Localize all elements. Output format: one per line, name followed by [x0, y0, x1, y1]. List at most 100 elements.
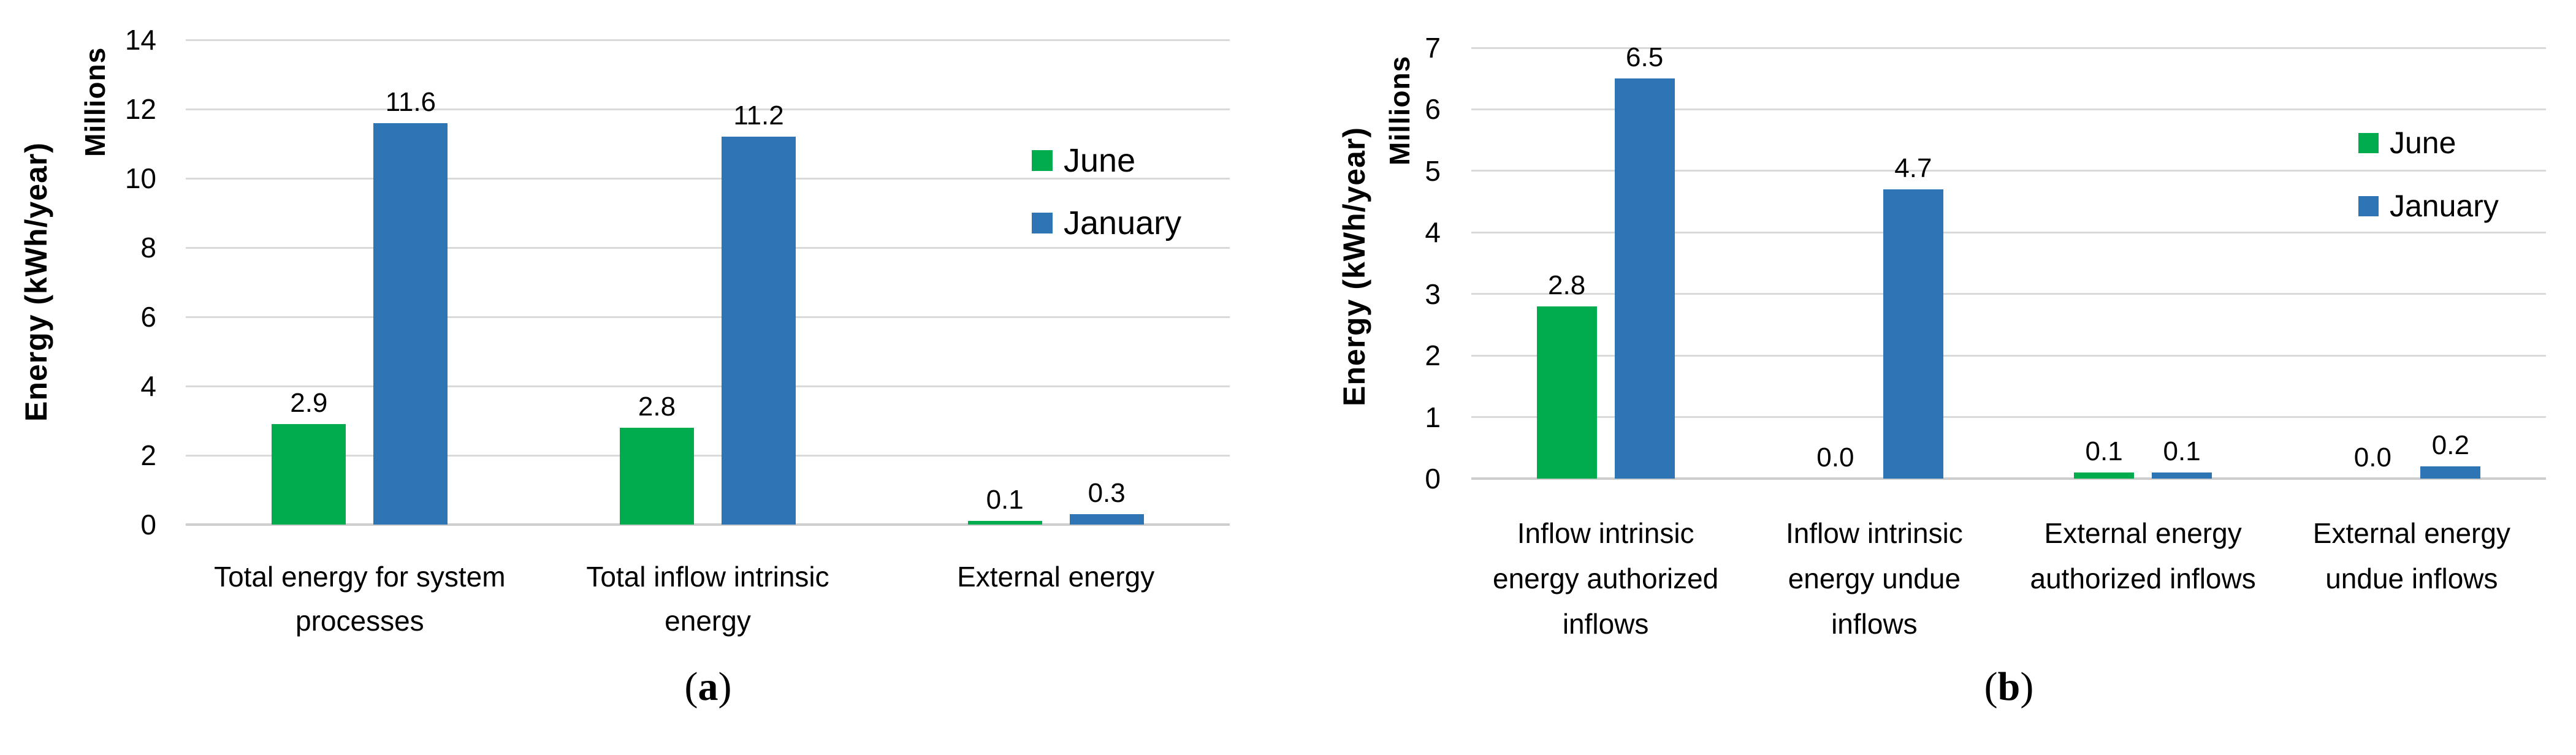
gridline [186, 39, 1230, 41]
category-label-line: inflows [1831, 608, 1918, 640]
bar-june [272, 424, 346, 525]
x-axis-line [186, 523, 1230, 526]
legend-swatch-june [1032, 150, 1053, 171]
caption-a: (a) [579, 663, 837, 711]
bar-january [1883, 189, 1943, 479]
category-label: External energy [884, 555, 1227, 599]
bar-january [1069, 514, 1144, 525]
data-label: 0.1 [2163, 436, 2201, 466]
legend-label-june: June [1064, 142, 1136, 179]
y-tick-label: 7 [1425, 32, 1441, 64]
bar-june [967, 521, 1042, 525]
category-label-line: External energy [2044, 517, 2242, 549]
y-tick-label: 10 [124, 162, 156, 194]
y-tick-label: 5 [1425, 154, 1441, 187]
y-tick-label: 0 [1425, 463, 1441, 495]
gridline [1471, 231, 2546, 233]
bar-january [2420, 466, 2481, 479]
data-label: 0.0 [1816, 442, 1854, 472]
y-tick-label: 4 [1425, 216, 1441, 249]
data-label: 0.1 [2085, 436, 2123, 466]
y-tick-label: 4 [140, 370, 156, 402]
data-label: 0.2 [2431, 430, 2469, 460]
data-label: 4.7 [1894, 153, 1932, 183]
gridline [1471, 108, 2546, 110]
caption-a-paren-open: ( [684, 664, 698, 709]
bar-january [2152, 472, 2212, 479]
legend-label-june: June [2390, 126, 2456, 160]
caption-b-letter: b [1997, 664, 2021, 709]
bar-january [373, 123, 448, 525]
y-tick-label: 2 [1425, 340, 1441, 372]
category-label: Total energy for system processes [188, 555, 532, 643]
gridline [186, 454, 1230, 457]
bar-january [1614, 78, 1675, 479]
legend-item-january: January [2358, 189, 2499, 223]
category-label-line: External energy [2312, 517, 2510, 549]
category-label-line: energy authorized [1493, 563, 1719, 594]
y-tick-label: 6 [1425, 93, 1441, 126]
bar-june [2074, 472, 2135, 479]
bar-june [1536, 306, 1597, 479]
gridline [1471, 416, 2546, 419]
category-label: Inflow intrinsic energy undue inflows [1736, 510, 2012, 647]
category-label-line: inflows [1562, 608, 1649, 640]
gridline [186, 246, 1230, 249]
legend-label-january: January [1064, 205, 1182, 241]
category-label: Inflow intrinsic energy authorized inflows [1468, 510, 1743, 647]
data-label: 6.5 [1626, 42, 1664, 72]
data-label: 11.6 [385, 87, 436, 117]
category-label-line: undue inflows [2325, 563, 2498, 594]
gridline [1471, 354, 2546, 357]
y-tick-label: 0 [140, 509, 156, 541]
category-label-line: Inflow intrinsic [1785, 517, 1963, 549]
data-label: 2.8 [638, 392, 676, 422]
caption-a-paren-close: ) [718, 664, 732, 709]
y-tick-label: 14 [124, 24, 156, 56]
gridline [1471, 170, 2546, 172]
y-tick-label: 3 [1425, 278, 1441, 310]
caption-b-paren-close: ) [2020, 664, 2034, 709]
legend-swatch-january [1032, 213, 1053, 233]
data-label: 0.1 [986, 485, 1024, 515]
legend-item-june: June [1032, 142, 1135, 179]
caption-b-paren-open: ( [1984, 664, 1998, 709]
y-tick-label: 12 [124, 93, 156, 125]
gridline [186, 385, 1230, 387]
y-tick-label: 6 [140, 301, 156, 333]
caption-a-letter: a [698, 664, 718, 709]
category-label: External energy undue inflows [2274, 510, 2550, 601]
category-label-line: authorized inflows [2030, 563, 2256, 594]
gridline [186, 177, 1230, 180]
caption-b: (b) [1880, 663, 2138, 711]
category-label-line: energy undue [1788, 563, 1961, 594]
y-tick-label: 1 [1425, 401, 1441, 433]
category-label-line: Total energy for system [214, 561, 506, 593]
data-label: 11.2 [733, 101, 784, 131]
category-label: External energy authorized inflows [2005, 510, 2281, 601]
legend-item-january: January [1032, 205, 1181, 241]
legend-label-january: January [2390, 189, 2499, 223]
data-label: 0.3 [1088, 478, 1126, 508]
data-label: 2.8 [1548, 270, 1586, 300]
data-label: 0.0 [2353, 442, 2391, 472]
x-axis-line [1471, 477, 2546, 480]
category-label-line: External energy [957, 561, 1155, 593]
bar-january [722, 137, 796, 525]
category-label-line: Inflow intrinsic [1517, 517, 1694, 549]
y-tick-label: 2 [140, 439, 156, 471]
bar-june [620, 428, 694, 525]
legend-item-june: June [2358, 126, 2456, 160]
data-label: 2.9 [290, 388, 328, 418]
y-tick-label: 8 [140, 232, 156, 264]
legend-swatch-june [2358, 132, 2379, 153]
legend-swatch-january [2358, 195, 2379, 216]
category-label-line: Total inflow intrinsic [586, 561, 829, 593]
category-label: Total inflow intrinsic energy [536, 555, 880, 643]
category-label-line: processes [295, 605, 424, 637]
gridline [186, 108, 1230, 110]
gridline [1471, 47, 2546, 49]
